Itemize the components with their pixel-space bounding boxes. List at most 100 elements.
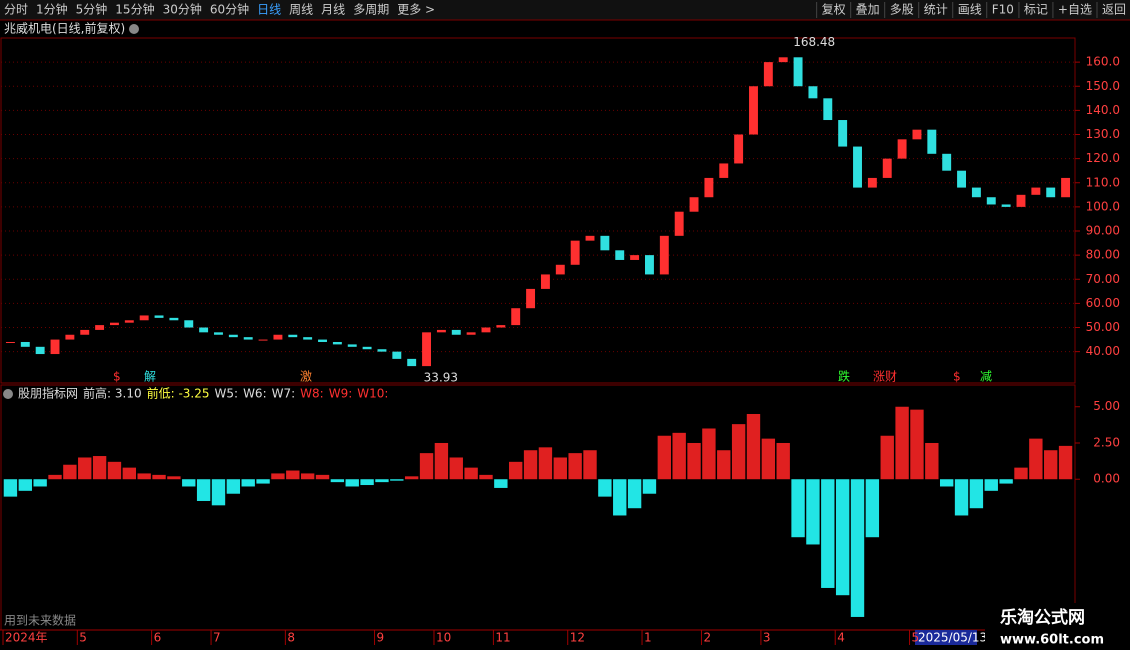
bar [78, 457, 92, 480]
bar [271, 473, 285, 480]
bar [3, 479, 18, 497]
bar [910, 409, 924, 480]
candle [347, 344, 357, 347]
bar [939, 479, 954, 487]
x-tick-label: 1 [644, 631, 652, 645]
candle [749, 86, 758, 135]
toolbar-button[interactable]: 日线 [257, 3, 281, 17]
bar [404, 476, 419, 480]
watermark-box [985, 603, 1130, 650]
candle [332, 341, 342, 345]
bar [925, 442, 939, 480]
y-tick-label: 120.0 [1086, 151, 1120, 165]
bar [717, 450, 731, 480]
toolbar-button[interactable]: 叠加 [856, 3, 880, 17]
menu-icon[interactable] [3, 389, 13, 399]
bar [865, 479, 880, 538]
candle [110, 322, 119, 326]
candle [674, 211, 684, 236]
bar [731, 424, 746, 480]
bar [360, 479, 374, 486]
bar [33, 479, 47, 487]
candle [526, 288, 536, 309]
candle [867, 177, 877, 188]
signal-label: 跌 [838, 369, 850, 384]
candle [451, 329, 461, 335]
bar [1058, 445, 1073, 480]
y-tick-label: 40.00 [1086, 344, 1120, 358]
candle [318, 339, 327, 342]
toolbar-button[interactable]: 复权 [822, 3, 846, 17]
candle [734, 134, 744, 164]
candle [808, 86, 818, 99]
bar [999, 479, 1013, 484]
toolbar-button[interactable]: 多周期 [353, 3, 389, 17]
signal-label: 涨财 [873, 369, 897, 384]
x-tick-label: 9 [377, 631, 385, 645]
toolbar-button[interactable]: 多股 [890, 3, 914, 17]
bar [702, 428, 716, 480]
candle [659, 235, 669, 275]
signal-label: 激 [300, 370, 312, 384]
toolbar-button[interactable]: 5分钟 [76, 2, 108, 17]
candle [1061, 177, 1071, 198]
cursor-date: 2025/05/13 [918, 631, 987, 645]
candle [243, 337, 253, 340]
cursor-box [915, 630, 977, 645]
candle [823, 98, 833, 121]
toolbar-button[interactable]: 30分钟 [163, 2, 202, 17]
bar [806, 479, 820, 545]
toolbar-button[interactable]: +自选 [1058, 3, 1092, 17]
toolbar-button[interactable]: 周线 [289, 3, 313, 17]
bar [984, 479, 998, 491]
toolbar-button[interactable]: 标记 [1024, 3, 1048, 17]
candle [585, 235, 595, 241]
y-tick-label: 70.00 [1086, 272, 1120, 286]
candle [704, 177, 714, 198]
bar [122, 467, 137, 480]
bar [256, 479, 270, 484]
toolbar-button[interactable]: 画线 [958, 3, 982, 17]
toolbar-button[interactable]: 分时 [4, 3, 28, 17]
candle [496, 325, 506, 328]
candle [35, 346, 45, 355]
toolbar-button[interactable]: 更多 > [397, 3, 435, 17]
bar [107, 461, 122, 480]
bar [880, 435, 894, 480]
candle [957, 170, 966, 188]
toolbar-button[interactable]: 1分钟 [36, 2, 68, 17]
toolbar-button[interactable]: F10 [992, 3, 1014, 17]
x-tick-label: 3 [763, 631, 771, 645]
candle [540, 274, 550, 289]
candle [555, 264, 565, 275]
bar [791, 479, 805, 538]
toolbar-button[interactable]: 返回 [1102, 3, 1126, 17]
toolbar [0, 0, 1130, 20]
bar [642, 479, 657, 494]
x-tick-label: 4 [837, 631, 845, 645]
bar [375, 479, 389, 483]
candle [422, 332, 431, 367]
menu-icon[interactable] [129, 24, 139, 34]
toolbar-button[interactable]: 月线 [321, 3, 345, 17]
bar [18, 479, 32, 491]
bar [969, 479, 984, 509]
watermark-url: www.60lt.com [1000, 633, 1104, 648]
candle [95, 325, 105, 330]
toolbar-button[interactable]: 统计 [924, 3, 948, 17]
candle [1031, 187, 1041, 195]
candle [80, 329, 90, 335]
y-tick-label: 60.00 [1086, 296, 1120, 310]
toolbar-button[interactable]: 15分钟 [115, 2, 154, 17]
indicator-header: W6: [243, 387, 267, 401]
toolbar-button[interactable]: 60分钟 [210, 2, 249, 17]
candle [793, 57, 803, 87]
x-tick-label: 5 [912, 631, 920, 645]
bar [850, 479, 865, 617]
bar [583, 450, 597, 480]
bar [746, 413, 761, 480]
x-tick-label: 2024年 [5, 631, 48, 645]
bar [895, 406, 909, 480]
indicator-header: 股朋指标网 [18, 386, 78, 401]
